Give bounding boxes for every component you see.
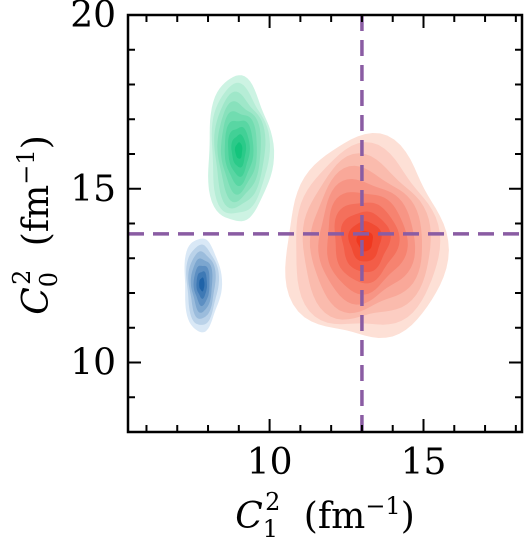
x-axis-label: C12 (fm−1) [235,488,415,540]
y-axis-label: C02 (fm−1) [8,135,63,315]
y-tick-label: 15 [70,169,116,210]
tick-labels: 10 15 10 15 20 [70,0,446,483]
distribution-2 [184,238,223,333]
distribution-1 [208,75,275,222]
axis-ticks [128,14,522,433]
contour-level [234,142,243,159]
y-tick-label: 10 [70,343,116,384]
distribution-0 [285,133,449,338]
contour-layer [184,75,449,338]
y-tick-label: 20 [70,0,116,36]
x-tick-label: 10 [247,442,293,483]
contour-level [199,277,205,292]
reference-lines [128,15,522,432]
x-tick-label: 15 [401,442,447,483]
